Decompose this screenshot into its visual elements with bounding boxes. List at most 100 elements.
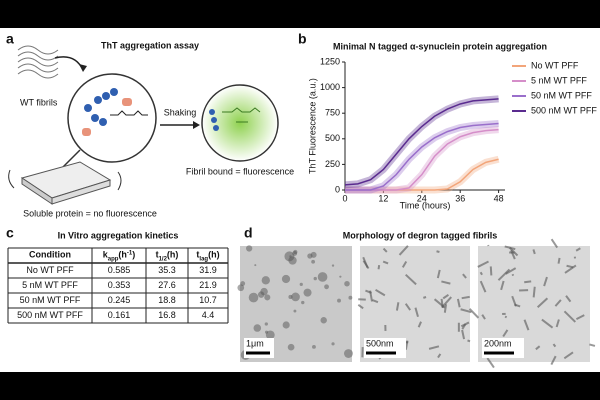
fibril bbox=[460, 321, 470, 328]
fibril bbox=[550, 355, 557, 365]
x-axis-label: Time (hours) bbox=[400, 200, 451, 210]
fibril bbox=[404, 303, 412, 311]
texture bbox=[291, 292, 300, 302]
table-cell: 35.3 bbox=[158, 265, 176, 275]
texture bbox=[339, 275, 342, 278]
fibril bbox=[437, 353, 442, 359]
y-tick-label: 1000 bbox=[320, 82, 340, 92]
header-part: -1 bbox=[127, 250, 133, 256]
table-header: t1/2(h) bbox=[156, 250, 179, 262]
table-title: In Vitro aggregation kinetics bbox=[58, 230, 179, 240]
y-tick-label: 250 bbox=[325, 159, 340, 169]
texture bbox=[307, 253, 313, 259]
fibril bbox=[566, 264, 574, 269]
fibril bbox=[532, 286, 536, 298]
fibril bbox=[504, 245, 516, 251]
label: WT fibrils bbox=[20, 97, 58, 107]
table-cell: 10.7 bbox=[199, 295, 217, 305]
fibril bbox=[428, 345, 440, 350]
y-tick-label: 1250 bbox=[320, 56, 340, 66]
fibril bbox=[554, 299, 562, 307]
texture bbox=[324, 284, 329, 290]
table-cell: 27.6 bbox=[158, 280, 176, 290]
texture bbox=[261, 276, 270, 285]
scale-label: 500nm bbox=[366, 338, 394, 348]
scale-label: 1μm bbox=[246, 338, 264, 348]
legend-label: 500 nM WT PFF bbox=[531, 105, 597, 115]
chart-title: Minimal N tagged α-synuclein protein agg… bbox=[333, 41, 547, 51]
table-cell: 500 nM WT PFF bbox=[17, 310, 83, 320]
texture bbox=[248, 292, 259, 303]
texture bbox=[311, 259, 316, 264]
table-header: Condition bbox=[29, 250, 71, 260]
texture bbox=[344, 280, 350, 287]
header-part: t bbox=[156, 250, 159, 260]
table-cell: 0.245 bbox=[108, 295, 131, 305]
fibril bbox=[504, 315, 508, 319]
texture bbox=[260, 287, 268, 296]
texture bbox=[301, 300, 305, 305]
fibril bbox=[468, 308, 480, 319]
fibril bbox=[502, 329, 509, 338]
table-cell: 4.4 bbox=[202, 310, 215, 320]
header-part: ) bbox=[132, 250, 135, 260]
texture bbox=[253, 324, 262, 332]
series-line bbox=[345, 122, 499, 191]
fibril bbox=[486, 357, 495, 369]
fibril bbox=[436, 250, 440, 253]
texture bbox=[337, 298, 341, 303]
fibril bbox=[362, 260, 370, 270]
texture bbox=[292, 251, 298, 256]
panel-letter: a bbox=[6, 31, 14, 47]
fibril bbox=[460, 308, 472, 314]
fibril bbox=[532, 249, 536, 255]
scale-label: 200nm bbox=[484, 338, 512, 348]
fibril bbox=[443, 304, 448, 313]
table-cell: 16.8 bbox=[158, 310, 176, 320]
texture bbox=[288, 256, 297, 265]
x-tick-label: 48 bbox=[494, 193, 504, 203]
texture bbox=[264, 322, 268, 326]
x-tick-label: 36 bbox=[455, 193, 465, 203]
header-part: (h bbox=[118, 250, 127, 260]
fibril bbox=[497, 268, 511, 281]
fibril bbox=[564, 264, 577, 274]
texture bbox=[288, 294, 293, 300]
fibril bbox=[467, 339, 471, 343]
fibril bbox=[436, 269, 441, 279]
panel-title: Morphology of degron tagged fibrils bbox=[343, 230, 498, 240]
fibril bbox=[442, 293, 450, 300]
fibril bbox=[382, 260, 389, 265]
header-part: 1/2 bbox=[159, 256, 168, 262]
table-cell: 50 nM WT PFF bbox=[20, 295, 81, 305]
header-part: Condition bbox=[29, 250, 71, 260]
legend-label: No WT PFF bbox=[531, 60, 579, 70]
texture bbox=[287, 343, 295, 351]
fibril bbox=[543, 276, 548, 287]
label: Soluble protein = no fluorescence bbox=[23, 208, 157, 218]
texture bbox=[344, 349, 353, 358]
fibril bbox=[524, 280, 532, 284]
fibril bbox=[535, 345, 541, 351]
texture bbox=[281, 274, 291, 284]
fibril bbox=[461, 295, 470, 300]
fibril bbox=[382, 247, 388, 253]
panel-title: ThT aggregation assay bbox=[101, 40, 199, 50]
texture bbox=[237, 284, 245, 292]
table-cell: 0.353 bbox=[108, 280, 131, 290]
series-line bbox=[344, 98, 499, 186]
texture bbox=[317, 272, 328, 282]
fibril bbox=[456, 298, 461, 308]
table: Condition kapp(h-1) t1/2(h) tlag(h)No WT PF… bbox=[7, 247, 229, 324]
fibril bbox=[500, 280, 505, 291]
header-part: (h) bbox=[208, 250, 220, 260]
texture bbox=[282, 321, 290, 329]
table-cell: 21.9 bbox=[199, 280, 217, 290]
fibril bbox=[514, 303, 521, 308]
x-tick-label: 0 bbox=[342, 193, 347, 203]
table-cell: 0.161 bbox=[108, 310, 131, 320]
table-cell: 0.585 bbox=[108, 265, 131, 275]
fibril bbox=[555, 319, 560, 328]
fibril bbox=[375, 288, 386, 297]
legend-label: 5 nM WT PFF bbox=[531, 75, 587, 85]
